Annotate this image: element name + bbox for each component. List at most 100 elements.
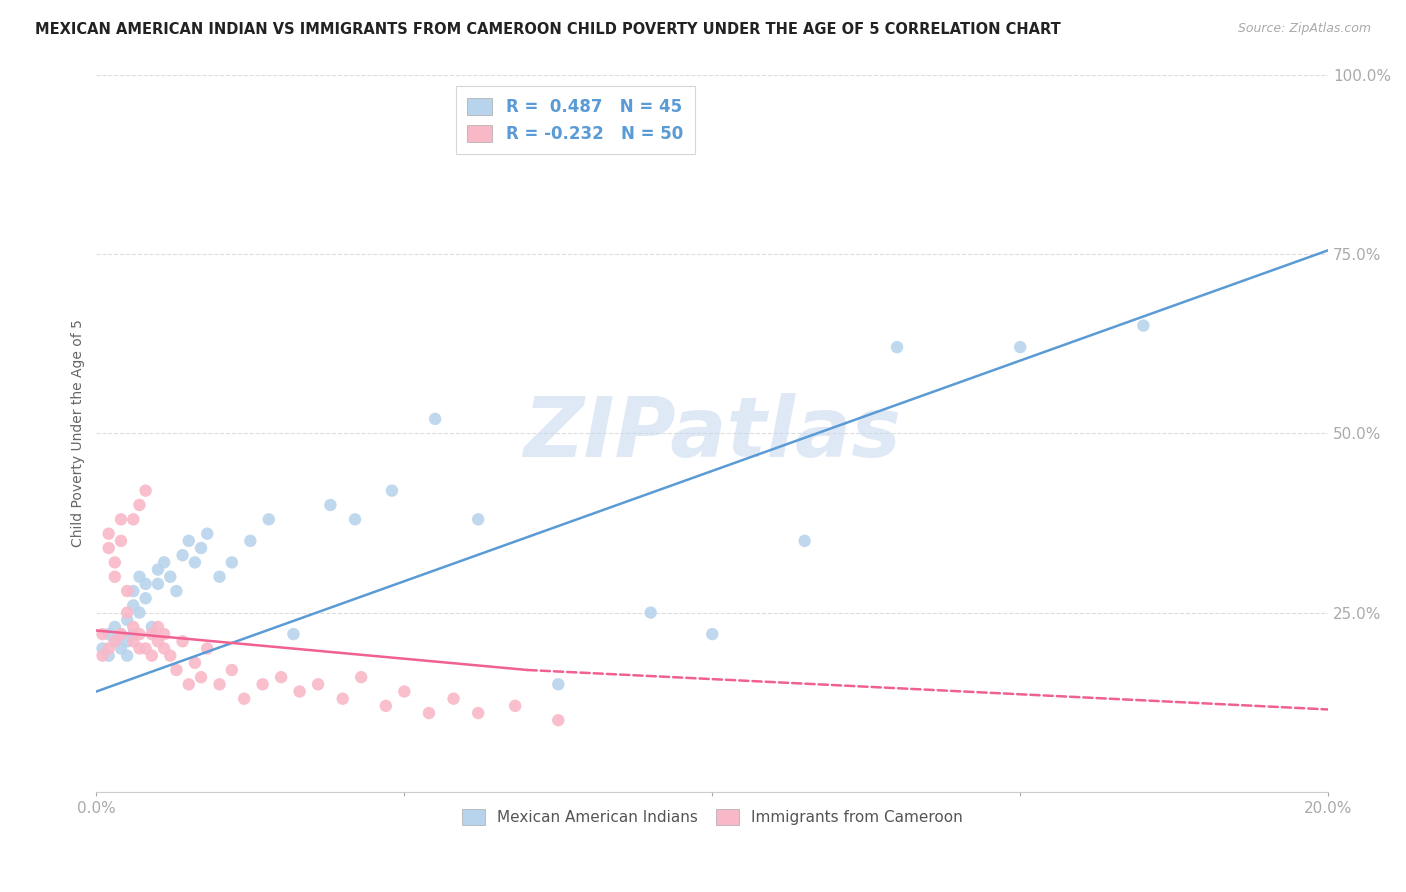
Point <box>702 627 724 641</box>
Point <box>307 677 329 691</box>
Point <box>122 512 145 526</box>
Point <box>97 648 120 663</box>
Point <box>104 634 127 648</box>
Point <box>319 498 342 512</box>
Point <box>97 541 120 555</box>
Point <box>141 620 163 634</box>
Point <box>104 634 127 648</box>
Point <box>159 648 181 663</box>
Point <box>208 677 231 691</box>
Point <box>115 634 138 648</box>
Point <box>257 512 280 526</box>
Point <box>97 641 120 656</box>
Point <box>270 670 292 684</box>
Point <box>252 677 274 691</box>
Point <box>423 412 446 426</box>
Point <box>141 648 163 663</box>
Point <box>547 677 569 691</box>
Point <box>177 533 200 548</box>
Point <box>128 570 150 584</box>
Point <box>467 706 489 720</box>
Point <box>190 541 212 555</box>
Point <box>128 641 150 656</box>
Point <box>374 698 396 713</box>
Point <box>153 627 176 641</box>
Text: ZIPatlas: ZIPatlas <box>523 392 901 474</box>
Point <box>91 627 114 641</box>
Point <box>128 606 150 620</box>
Point <box>1010 340 1032 354</box>
Y-axis label: Child Poverty Under the Age of 5: Child Poverty Under the Age of 5 <box>72 319 86 547</box>
Point <box>110 533 132 548</box>
Point <box>793 533 815 548</box>
Point <box>104 555 127 569</box>
Point <box>110 512 132 526</box>
Point <box>283 627 305 641</box>
Point <box>122 584 145 599</box>
Point <box>97 526 120 541</box>
Point <box>128 627 150 641</box>
Text: Source: ZipAtlas.com: Source: ZipAtlas.com <box>1237 22 1371 36</box>
Point <box>115 606 138 620</box>
Point <box>104 570 127 584</box>
Point <box>128 498 150 512</box>
Point <box>165 584 187 599</box>
Point <box>184 656 207 670</box>
Point <box>135 577 157 591</box>
Legend: Mexican American Indians, Immigrants from Cameroon: Mexican American Indians, Immigrants fro… <box>453 800 972 835</box>
Point <box>195 641 218 656</box>
Point <box>110 627 132 641</box>
Point <box>547 713 569 727</box>
Point <box>467 512 489 526</box>
Point <box>146 620 169 634</box>
Point <box>503 698 526 713</box>
Point <box>146 577 169 591</box>
Point <box>221 663 243 677</box>
Point <box>135 483 157 498</box>
Point <box>418 706 440 720</box>
Point <box>91 641 114 656</box>
Point <box>122 634 145 648</box>
Point <box>195 526 218 541</box>
Point <box>344 512 367 526</box>
Point <box>122 627 145 641</box>
Point <box>159 570 181 584</box>
Point <box>381 483 404 498</box>
Point <box>146 563 169 577</box>
Point <box>443 691 465 706</box>
Point <box>115 584 138 599</box>
Point <box>91 648 114 663</box>
Point <box>110 641 132 656</box>
Point <box>221 555 243 569</box>
Point <box>110 627 132 641</box>
Point <box>122 620 145 634</box>
Point <box>153 555 176 569</box>
Point <box>332 691 354 706</box>
Point <box>115 648 138 663</box>
Point <box>184 555 207 569</box>
Point <box>640 606 662 620</box>
Point <box>172 548 194 562</box>
Point <box>146 634 169 648</box>
Text: MEXICAN AMERICAN INDIAN VS IMMIGRANTS FROM CAMEROON CHILD POVERTY UNDER THE AGE : MEXICAN AMERICAN INDIAN VS IMMIGRANTS FR… <box>35 22 1062 37</box>
Point <box>115 613 138 627</box>
Point <box>1132 318 1154 333</box>
Point <box>233 691 256 706</box>
Point <box>104 620 127 634</box>
Point <box>886 340 908 354</box>
Point <box>394 684 416 698</box>
Point <box>172 634 194 648</box>
Point <box>135 641 157 656</box>
Point <box>141 627 163 641</box>
Point <box>122 599 145 613</box>
Point <box>288 684 311 698</box>
Point <box>239 533 262 548</box>
Point <box>177 677 200 691</box>
Point <box>135 591 157 606</box>
Point <box>153 641 176 656</box>
Point <box>208 570 231 584</box>
Point <box>165 663 187 677</box>
Point <box>97 627 120 641</box>
Point <box>190 670 212 684</box>
Point <box>350 670 373 684</box>
